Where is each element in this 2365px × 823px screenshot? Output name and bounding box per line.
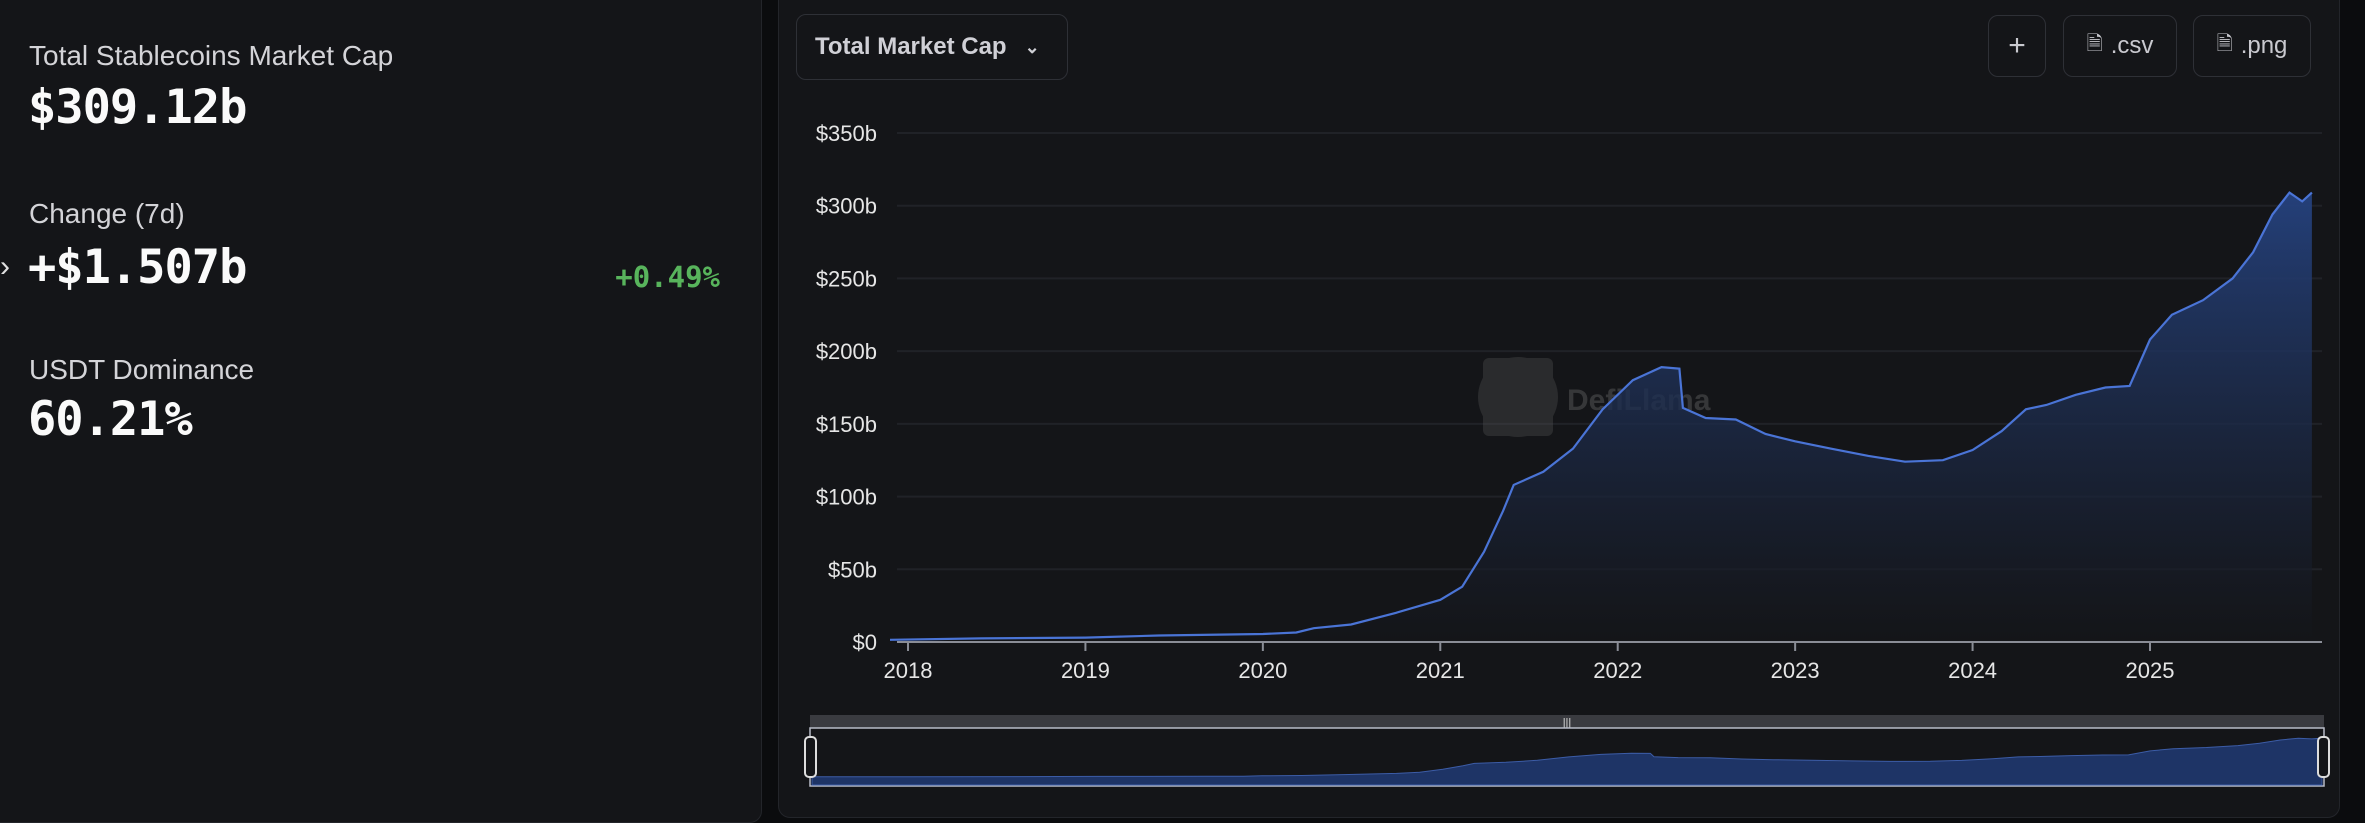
- y-tick-label: $250b: [816, 266, 877, 291]
- y-tick-label: $50b: [828, 557, 877, 582]
- x-tick-label: 2020: [1238, 658, 1287, 683]
- file-download-icon: 🗎: [2086, 33, 2103, 55]
- csv-label: .csv: [2110, 32, 2154, 59]
- y-tick-label: $350b: [816, 121, 877, 146]
- total-market-cap-label: Total Stablecoins Market Cap: [29, 40, 394, 71]
- range-brush[interactable]: |||: [804, 715, 2330, 787]
- change-7d-label: Change (7d): [29, 198, 185, 229]
- x-tick-label: 2025: [2126, 658, 2175, 683]
- add-button[interactable]: +: [1988, 15, 2046, 77]
- brush-handle-right[interactable]: [2317, 736, 2330, 778]
- metric-dropdown[interactable]: Total Market Cap ⌄: [796, 14, 1068, 80]
- usdt-dominance-label: USDT Dominance: [29, 354, 255, 385]
- brush-bar[interactable]: [810, 715, 2324, 728]
- x-tick-label: 2021: [1416, 658, 1465, 683]
- y-tick-label: $100b: [816, 485, 877, 510]
- download-csv-button[interactable]: 🗎 .csv: [2063, 15, 2177, 77]
- x-tick-label: 2022: [1593, 658, 1642, 683]
- chevron-right-icon[interactable]: ›: [0, 250, 10, 283]
- change-7d-percent: +0.49%: [615, 260, 720, 294]
- x-tick-label: 2024: [1948, 658, 1997, 683]
- dropdown-label: Total Market Cap: [815, 33, 1007, 60]
- x-tick-label: 2023: [1771, 658, 1820, 683]
- stats-panel: [0, 0, 762, 823]
- chevron-down-icon: ⌄: [1024, 36, 1040, 57]
- defillama-watermark: DefiLlama: [1478, 357, 1711, 437]
- plus-icon: +: [2008, 29, 2026, 62]
- usdt-dominance-value: 60.21%: [28, 392, 193, 447]
- y-tick-label: $200b: [816, 339, 877, 364]
- file-download-icon: 🗎: [2216, 33, 2233, 55]
- market-cap-line: [889, 191, 2313, 641]
- overview-area: [811, 737, 2323, 786]
- y-tick-label: $300b: [816, 194, 877, 219]
- brush-grip-icon[interactable]: |||: [1563, 717, 1572, 729]
- y-tick-label: $0: [853, 630, 877, 655]
- png-label: .png: [2240, 32, 2288, 59]
- x-tick-label: 2018: [884, 658, 933, 683]
- y-tick-label: $150b: [816, 412, 877, 437]
- change-7d-value: +$1.507b: [28, 240, 247, 295]
- market-cap-area: [890, 192, 2312, 642]
- brush-handle-left[interactable]: [804, 736, 817, 778]
- x-tick-label: 2019: [1061, 658, 1110, 683]
- download-png-button[interactable]: 🗎 .png: [2193, 15, 2311, 77]
- total-market-cap-value: $309.12b: [28, 80, 247, 135]
